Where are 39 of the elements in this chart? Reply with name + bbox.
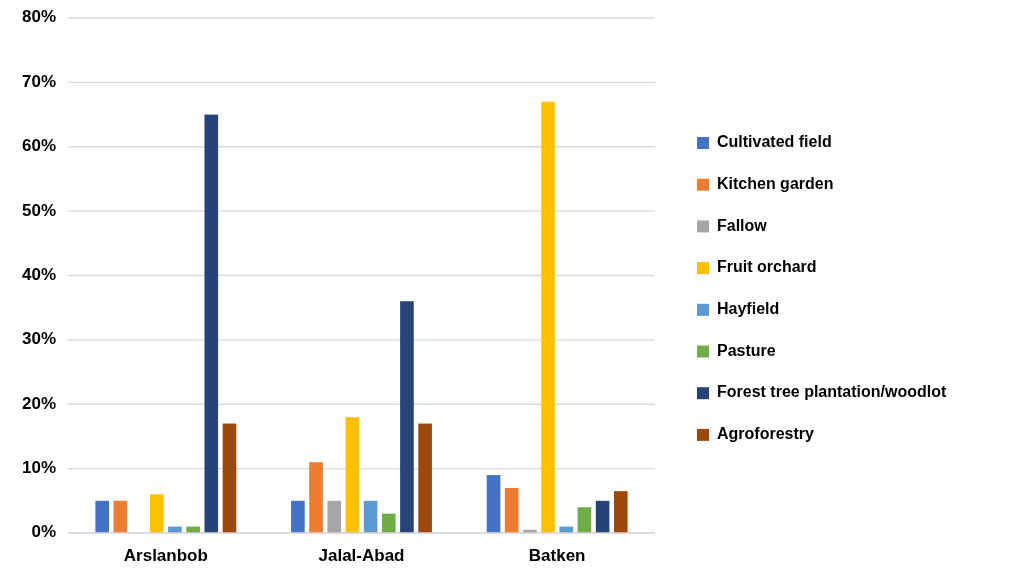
legend-label: Hayfield (717, 300, 780, 318)
y-tick-label: 40% (21, 264, 56, 284)
y-tick-label: 30% (21, 329, 56, 349)
x-tick-label: Arslanbob (123, 546, 208, 565)
bar (400, 301, 414, 533)
x-tick-label: Jalal-Abad (318, 546, 405, 565)
y-tick-label: 60% (21, 136, 56, 156)
bar (381, 513, 396, 533)
bar (363, 500, 378, 533)
bar (486, 475, 501, 533)
bar (222, 423, 237, 533)
y-tick-label: 0% (31, 522, 56, 542)
y-tick-label: 80% (21, 7, 56, 27)
bar (327, 500, 342, 533)
y-tick-label: 20% (21, 393, 56, 413)
legend-label: Forest tree plantation/woodlot (717, 383, 948, 401)
bar (291, 500, 305, 533)
legend-label: Kitchen garden (717, 174, 834, 192)
legend-label: Pasture (717, 341, 776, 359)
legend-label: Fruit orchard (717, 258, 817, 276)
y-tick-label: 10% (21, 458, 56, 478)
bar (418, 423, 432, 533)
bar (204, 114, 219, 533)
legend-label: Agroforestry (717, 425, 815, 443)
bar (345, 417, 360, 533)
legend-label: Fallow (717, 216, 768, 234)
legend-label: Cultivated field (717, 133, 832, 151)
bar (504, 487, 519, 533)
bar (541, 101, 555, 533)
bar (149, 494, 164, 533)
bar (95, 500, 110, 533)
bar (113, 500, 128, 533)
bar (577, 507, 592, 533)
bar (613, 491, 628, 533)
x-tick-label: Batken (528, 546, 586, 565)
y-tick-label: 50% (21, 200, 56, 220)
y-tick-label: 70% (21, 71, 56, 91)
bar (309, 462, 323, 533)
bar (595, 500, 610, 533)
